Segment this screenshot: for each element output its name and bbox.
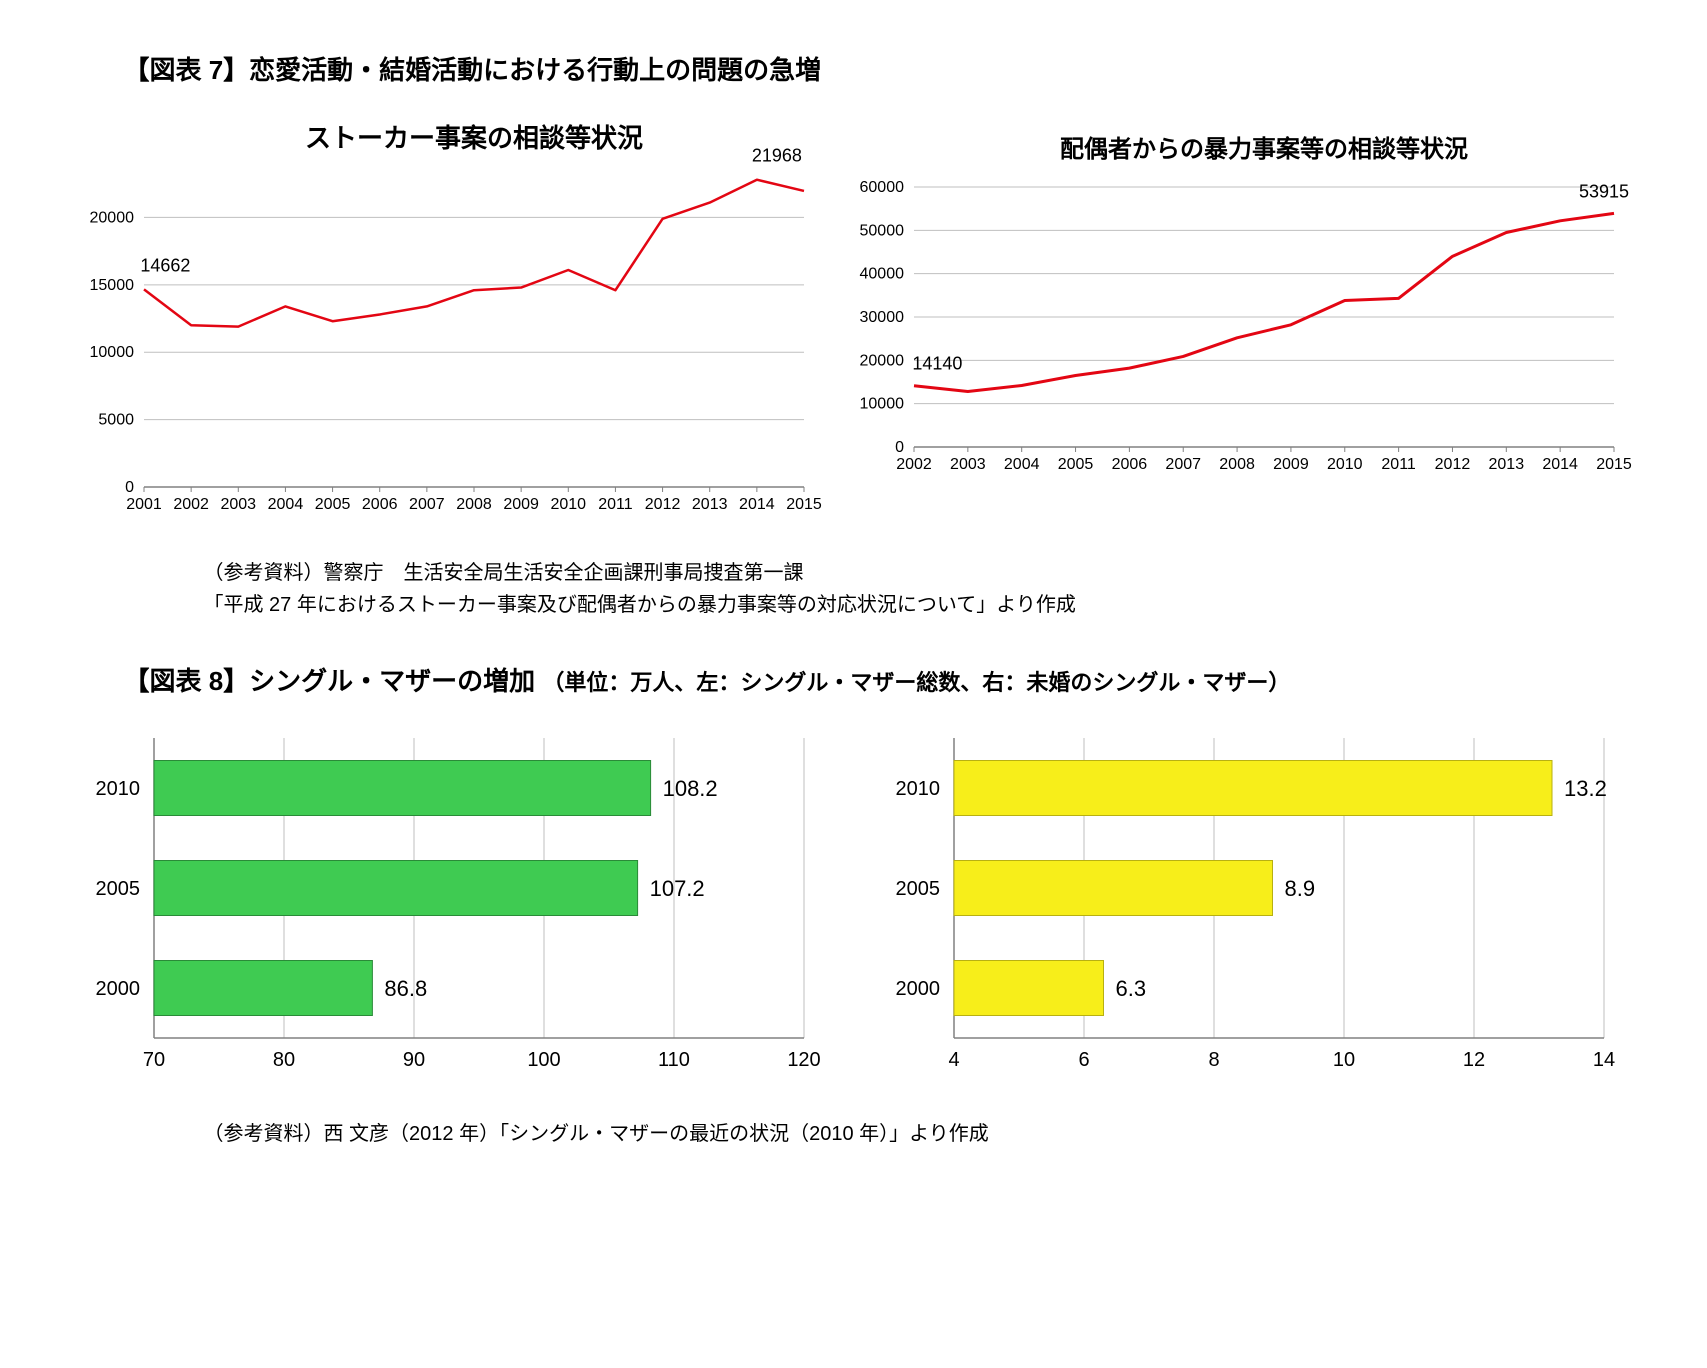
svg-text:2011: 2011 — [598, 496, 633, 513]
svg-text:12: 12 — [1462, 1049, 1484, 1071]
svg-text:10000: 10000 — [859, 396, 904, 413]
svg-text:100: 100 — [527, 1049, 560, 1071]
svg-text:2002: 2002 — [896, 456, 932, 473]
svg-text:2015: 2015 — [1596, 456, 1632, 473]
svg-text:2005: 2005 — [314, 496, 350, 513]
svg-text:6.3: 6.3 — [1115, 976, 1146, 1001]
fig7-right-chart: 配偶者からの暴力事案等の相談等状況 0 10000 20000 30000 40000 50… — [844, 107, 1644, 527]
svg-text:2003: 2003 — [950, 456, 986, 473]
svg-text:2000: 2000 — [95, 978, 140, 1000]
svg-text:20000: 20000 — [89, 209, 134, 226]
svg-text:2010: 2010 — [550, 496, 586, 513]
svg-text:2001: 2001 — [126, 496, 162, 513]
fig8-row: 7080901001101202010108.22005107.2200086.… — [64, 718, 1644, 1088]
svg-text:10: 10 — [1332, 1049, 1354, 1071]
svg-text:14140: 14140 — [912, 354, 962, 374]
svg-text:0: 0 — [125, 479, 134, 496]
svg-text:2006: 2006 — [1111, 456, 1147, 473]
svg-text:2014: 2014 — [739, 496, 775, 513]
fig8-right-chart: 4 6 8 10 12 14 2010 13.2 2005 8.9 2000 6.3 — [864, 718, 1644, 1088]
fig8-heading-sub: （単位：万人、左：シングル・マザー総数、右：未婚のシングル・マザー） — [542, 670, 1290, 695]
fig7-note: （参考資料）警察庁 生活安全局生活安全企画課刑事局捜査第一課 「平成 27 年に… — [204, 557, 1644, 621]
svg-text:2003: 2003 — [220, 496, 256, 513]
svg-text:8: 8 — [1208, 1049, 1219, 1071]
fig7-row: ストーカー事案の相談等状況 0 5000 10000 15000 20000 2001 200… — [64, 107, 1644, 527]
fig8-note: （参考資料）西 文彦（2012 年）「シングル・マザーの最近の状況（2010 年… — [204, 1118, 1644, 1150]
svg-text:90: 90 — [402, 1049, 424, 1071]
svg-text:13.2: 13.2 — [1564, 776, 1607, 801]
svg-text:2012: 2012 — [644, 496, 680, 513]
svg-text:86.8: 86.8 — [384, 976, 427, 1001]
fig8-heading: 【図表 8】シングル・マザーの増加 （単位：万人、左：シングル・マザー総数、右：… — [124, 661, 1644, 698]
svg-text:2007: 2007 — [1165, 456, 1201, 473]
svg-text:2006: 2006 — [361, 496, 397, 513]
svg-text:2008: 2008 — [456, 496, 492, 513]
svg-text:配偶者からの暴力事案等の相談等状況: 配偶者からの暴力事案等の相談等状況 — [1060, 135, 1468, 163]
svg-text:2015: 2015 — [786, 496, 822, 513]
svg-text:14: 14 — [1592, 1049, 1614, 1071]
svg-text:15000: 15000 — [89, 277, 134, 294]
svg-text:30000: 30000 — [859, 309, 904, 326]
svg-text:108.2: 108.2 — [662, 776, 717, 801]
svg-text:60000: 60000 — [859, 179, 904, 196]
svg-text:2002: 2002 — [173, 496, 209, 513]
svg-text:2010: 2010 — [895, 778, 940, 800]
svg-text:14662: 14662 — [140, 255, 190, 275]
svg-text:2013: 2013 — [1488, 456, 1524, 473]
svg-text:70: 70 — [142, 1049, 164, 1071]
fig7-heading: 【図表 7】恋愛活動・結婚活動における行動上の問題の急増 — [124, 50, 1644, 87]
svg-text:2007: 2007 — [409, 496, 445, 513]
svg-text:2000: 2000 — [895, 978, 940, 1000]
fig7-note-line2: 「平成 27 年におけるストーカー事案及び配偶者からの暴力事案等の対応状況につい… — [204, 594, 1076, 616]
fig7-left-chart: ストーカー事案の相談等状況 0 5000 10000 15000 20000 2001 200… — [64, 107, 824, 527]
svg-text:2005: 2005 — [95, 878, 140, 900]
svg-text:2010: 2010 — [95, 778, 140, 800]
svg-text:ストーカー事案の相談等状況: ストーカー事案の相談等状況 — [304, 123, 642, 153]
svg-text:80: 80 — [272, 1049, 294, 1071]
svg-text:2005: 2005 — [895, 878, 940, 900]
svg-text:110: 110 — [658, 1049, 690, 1071]
svg-text:120: 120 — [787, 1049, 820, 1071]
svg-text:2012: 2012 — [1434, 456, 1470, 473]
svg-text:40000: 40000 — [859, 266, 904, 283]
page: 【図表 7】恋愛活動・結婚活動における行動上の問題の急増 ストーカー事案の相談等… — [64, 50, 1644, 1150]
svg-text:2014: 2014 — [1542, 456, 1578, 473]
svg-text:4: 4 — [948, 1049, 959, 1071]
svg-text:2009: 2009 — [1273, 456, 1309, 473]
svg-text:2008: 2008 — [1219, 456, 1255, 473]
fig8-left-chart: 70 80 90 100 110 120 2010 108.2 2005 107.2 2000 86.… — [64, 718, 844, 1088]
svg-text:6: 6 — [1078, 1049, 1089, 1071]
svg-text:5000: 5000 — [98, 412, 134, 429]
svg-text:53915: 53915 — [1578, 181, 1628, 201]
svg-text:2011: 2011 — [1381, 456, 1416, 473]
svg-text:2010: 2010 — [1326, 456, 1362, 473]
svg-text:20000: 20000 — [859, 352, 904, 369]
svg-text:2013: 2013 — [691, 496, 727, 513]
svg-text:50000: 50000 — [859, 222, 904, 239]
fig7-note-line1: （参考資料）警察庁 生活安全局生活安全企画課刑事局捜査第一課 — [204, 562, 804, 584]
svg-text:2004: 2004 — [1003, 456, 1039, 473]
svg-text:8.9: 8.9 — [1284, 876, 1315, 901]
svg-text:2005: 2005 — [1057, 456, 1093, 473]
svg-text:0: 0 — [895, 439, 904, 456]
svg-text:2004: 2004 — [267, 496, 303, 513]
svg-text:107.2: 107.2 — [649, 876, 704, 901]
svg-text:21968: 21968 — [751, 146, 801, 166]
svg-text:2009: 2009 — [503, 496, 539, 513]
svg-text:10000: 10000 — [89, 344, 134, 361]
fig8-heading-main: 【図表 8】シングル・マザーの増加 — [124, 666, 536, 696]
